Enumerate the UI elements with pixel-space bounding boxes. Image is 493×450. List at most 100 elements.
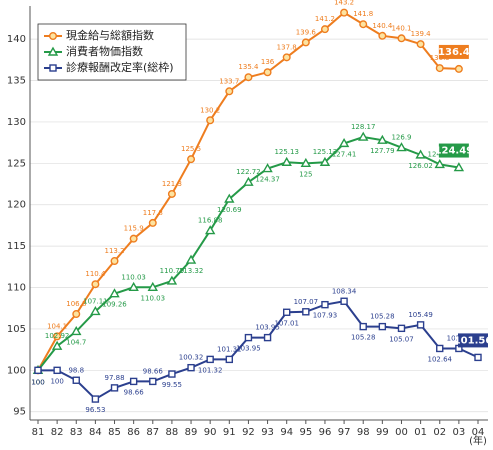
marker	[474, 353, 482, 362]
data-label: 100.32	[179, 354, 204, 362]
data-label: 103.95	[255, 324, 280, 332]
last-value-box: 124.49	[435, 143, 473, 158]
data-label: 103.95	[236, 345, 261, 353]
data-label: 101.56	[454, 335, 493, 346]
marker	[128, 281, 139, 291]
marker	[340, 8, 349, 17]
marker	[282, 308, 291, 316]
x-tick-label: 92	[242, 427, 255, 438]
data-label: 120.69	[217, 206, 242, 214]
marker	[282, 53, 291, 62]
y-tick-label: 115	[7, 241, 26, 252]
data-label: 98.66	[124, 388, 145, 396]
marker	[281, 156, 292, 166]
marker	[51, 340, 63, 350]
data-label: 101.32	[217, 345, 242, 353]
data-label: 105.28	[351, 334, 376, 342]
marker	[244, 73, 253, 82]
marker	[338, 137, 350, 148]
x-tick-label: 89	[185, 427, 198, 438]
marker	[321, 300, 329, 309]
marker	[110, 257, 119, 266]
marker	[225, 87, 234, 96]
marker	[148, 218, 157, 227]
marker	[225, 355, 234, 364]
data-label: 115.9	[124, 225, 144, 233]
x-tick-label: 93	[261, 427, 274, 438]
data-label: 126.9	[391, 134, 411, 142]
data-label: 110.03	[141, 294, 166, 302]
data-label: 121.3	[162, 180, 182, 188]
x-tick-label: 96	[319, 427, 332, 438]
data-label: 139.4	[411, 30, 432, 38]
marker	[416, 321, 425, 329]
data-label: 98.8	[68, 366, 84, 374]
x-tick-label: 01	[414, 427, 427, 438]
marker	[244, 333, 253, 342]
marker	[436, 344, 444, 353]
marker	[224, 193, 235, 203]
marker	[340, 297, 348, 305]
legend-label: 消費者物価指数	[66, 44, 143, 58]
marker	[206, 116, 215, 125]
marker	[109, 288, 120, 298]
data-label: 107.11	[83, 297, 108, 305]
data-label: 125.13	[274, 148, 299, 156]
marker	[147, 281, 158, 291]
marker	[185, 254, 197, 264]
marker	[91, 395, 100, 403]
legend-marker	[47, 46, 59, 56]
legend-label: 現金給与総額指数	[66, 28, 154, 42]
data-label: 99.55	[162, 381, 182, 389]
data-label: 105.49	[408, 311, 433, 319]
y-tick-label: 140	[7, 34, 26, 45]
last-value-box: 136.4	[438, 44, 470, 59]
data-label: 100	[31, 378, 44, 386]
data-label: 137.8	[277, 43, 297, 51]
data-label: 124.37	[255, 176, 280, 184]
data-label: 113.2	[104, 247, 124, 255]
data-label: 136	[261, 58, 275, 66]
marker	[262, 163, 273, 173]
marker	[204, 225, 216, 235]
data-label: 96.53	[85, 406, 105, 414]
marker	[319, 156, 331, 166]
data-label: 100	[50, 377, 63, 385]
data-label: 125	[299, 170, 312, 178]
marker	[34, 366, 42, 375]
marker	[358, 131, 369, 141]
marker	[90, 306, 101, 316]
marker	[320, 25, 329, 34]
marker	[263, 68, 272, 77]
marker	[53, 332, 62, 341]
x-tick-label: 87	[146, 427, 159, 438]
data-label: 98.66	[143, 367, 164, 375]
data-label: 113.32	[179, 267, 204, 275]
data-label: 140.1	[391, 24, 411, 32]
y-tick-label: 105	[7, 324, 26, 335]
marker	[129, 234, 138, 243]
data-label: 102.64	[427, 355, 452, 363]
data-label: 97.88	[104, 374, 124, 382]
marker	[378, 31, 387, 40]
data-label: 122.72	[236, 168, 261, 176]
x-tick-label: 82	[51, 427, 64, 438]
marker	[397, 324, 406, 333]
x-tick-label: 00	[395, 427, 408, 438]
x-tick-label: 02	[433, 427, 446, 438]
marker	[263, 333, 272, 342]
data-label: 125.5	[181, 145, 201, 153]
data-label: 135.4	[238, 63, 259, 71]
marker	[453, 162, 465, 172]
data-label: 101.32	[198, 366, 223, 374]
marker	[72, 310, 81, 319]
data-label: 143.2	[334, 0, 354, 7]
data-label: 110.03	[121, 273, 146, 281]
data-label: 110.4	[85, 270, 106, 278]
marker	[149, 377, 157, 386]
marker	[377, 134, 388, 144]
data-label: 102.92	[45, 332, 70, 340]
y-tick-label: 100	[7, 365, 26, 376]
data-label: 105.28	[370, 313, 395, 321]
